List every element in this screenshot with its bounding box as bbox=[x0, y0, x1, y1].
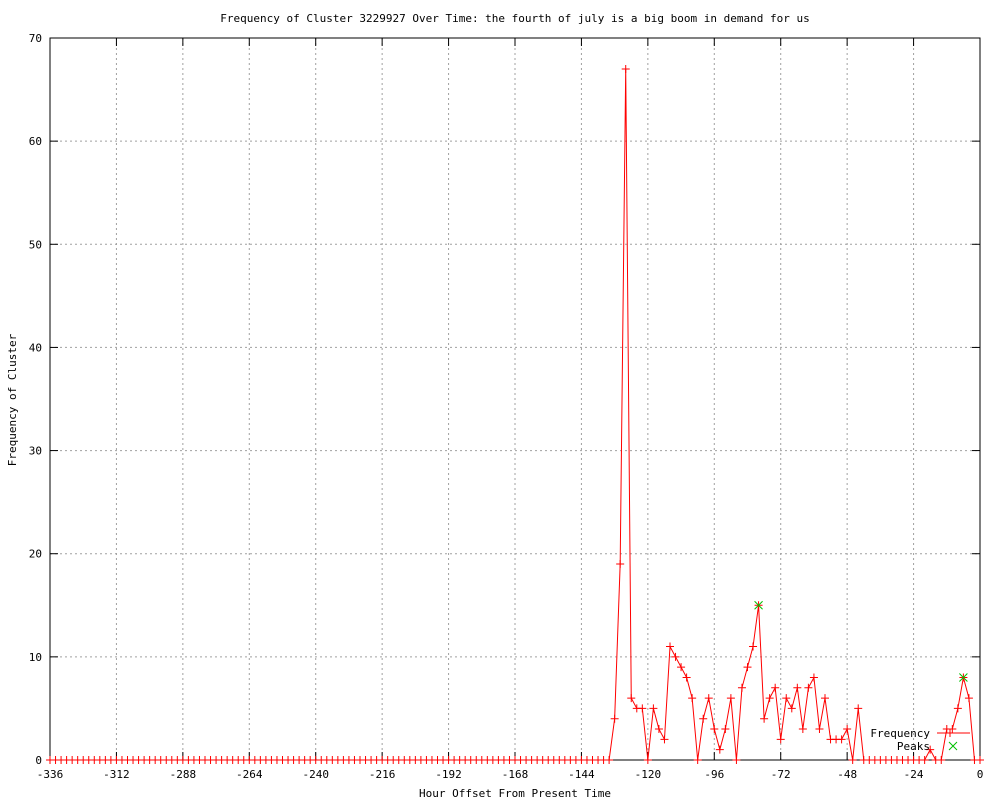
frequency-point bbox=[821, 694, 829, 703]
frequency-point bbox=[699, 714, 708, 723]
x-tick-label: -72 bbox=[771, 768, 791, 781]
frequency-point bbox=[732, 756, 741, 764]
frequency-point bbox=[654, 725, 663, 734]
y-axis-label: Frequency of Cluster bbox=[6, 333, 19, 466]
x-tick-label: -24 bbox=[904, 768, 924, 781]
x-tick-label: -216 bbox=[369, 768, 396, 781]
legend-peak-x bbox=[948, 741, 958, 751]
x-tick-label: -336 bbox=[37, 768, 64, 781]
y-tick-label: 10 bbox=[29, 651, 42, 664]
y-tick-label: 50 bbox=[29, 238, 42, 251]
x-tick-label: -240 bbox=[302, 768, 329, 781]
frequency-point bbox=[964, 694, 973, 703]
peak-point bbox=[754, 600, 763, 610]
frequency-point bbox=[848, 756, 857, 764]
legend: Frequency Peaks bbox=[870, 727, 970, 753]
frequency-point bbox=[771, 683, 780, 692]
frequency-point bbox=[809, 673, 818, 682]
frequency-point bbox=[693, 756, 702, 764]
x-tick-label: -48 bbox=[837, 768, 857, 781]
frequency-point bbox=[743, 663, 752, 672]
frequency-point bbox=[710, 725, 719, 734]
frequency-point bbox=[854, 704, 863, 713]
frequency-point bbox=[638, 704, 647, 713]
frequency-point bbox=[782, 694, 791, 703]
legend-label-peaks: Peaks bbox=[897, 740, 930, 753]
frequency-point bbox=[660, 735, 669, 744]
x-tick-label: -120 bbox=[635, 768, 662, 781]
frequency-point bbox=[804, 683, 813, 692]
frequency-point bbox=[726, 694, 735, 703]
x-tick-label: -288 bbox=[170, 768, 197, 781]
frequency-point bbox=[815, 725, 824, 734]
frequency-point bbox=[760, 714, 769, 723]
frequency-point bbox=[721, 725, 730, 734]
frequency-point bbox=[837, 735, 846, 744]
frequency-point bbox=[776, 735, 785, 744]
chart-title: Frequency of Cluster 3229927 Over Time: … bbox=[220, 12, 809, 25]
x-tick-label: 0 bbox=[977, 768, 984, 781]
x-axis-label: Hour Offset From Present Time bbox=[419, 787, 611, 800]
frequency-point bbox=[643, 756, 652, 764]
x-tick-label: -312 bbox=[103, 768, 130, 781]
frequency-point bbox=[671, 652, 680, 661]
frequency-point bbox=[749, 642, 758, 651]
x-tick-label: -96 bbox=[704, 768, 724, 781]
frequency-point bbox=[793, 683, 802, 692]
frequency-point bbox=[715, 745, 724, 754]
frequency-point bbox=[798, 725, 807, 734]
frequency-point bbox=[616, 560, 625, 569]
frequency-point bbox=[621, 64, 630, 73]
frequency-point bbox=[649, 704, 658, 713]
frequency-point bbox=[610, 714, 619, 723]
legend-label-frequency: Frequency bbox=[870, 727, 930, 740]
peak-point bbox=[959, 673, 968, 682]
y-tick-label: 70 bbox=[29, 32, 42, 45]
y-tick-label: 40 bbox=[29, 341, 42, 354]
x-tick-label: -144 bbox=[568, 768, 595, 781]
y-tick-label: 60 bbox=[29, 135, 42, 148]
frequency-point bbox=[976, 756, 984, 764]
frequency-point bbox=[677, 663, 686, 672]
frequency-point bbox=[688, 694, 697, 703]
frequency-point bbox=[682, 673, 691, 682]
frequency-point bbox=[926, 745, 935, 754]
y-tick-label: 20 bbox=[29, 548, 42, 561]
frequency-point bbox=[953, 704, 962, 713]
frequency-point bbox=[920, 756, 929, 764]
x-tick-label: -264 bbox=[236, 768, 263, 781]
series-layer bbox=[46, 64, 984, 764]
legend-marker-peaks bbox=[948, 741, 958, 751]
frequency-point bbox=[666, 642, 674, 651]
frequency-point bbox=[605, 756, 614, 764]
axes: -336 -312 -288 -264 -240 -216 -192 -168 -144 -120… bbox=[29, 32, 984, 781]
frequency-point bbox=[787, 704, 796, 713]
y-tick-label: 30 bbox=[29, 445, 42, 458]
frequency-point bbox=[737, 683, 746, 692]
frequency-point bbox=[937, 756, 946, 764]
frequency-point bbox=[765, 694, 774, 703]
y-tick-label: 0 bbox=[35, 754, 42, 767]
frequency-point bbox=[704, 694, 713, 703]
legend-frequency-point bbox=[946, 729, 954, 737]
x-tick-label: -168 bbox=[502, 768, 529, 781]
grid bbox=[50, 38, 980, 760]
frequency-point bbox=[627, 694, 636, 703]
x-tick-label: -192 bbox=[435, 768, 462, 781]
frequency-point bbox=[843, 725, 852, 734]
